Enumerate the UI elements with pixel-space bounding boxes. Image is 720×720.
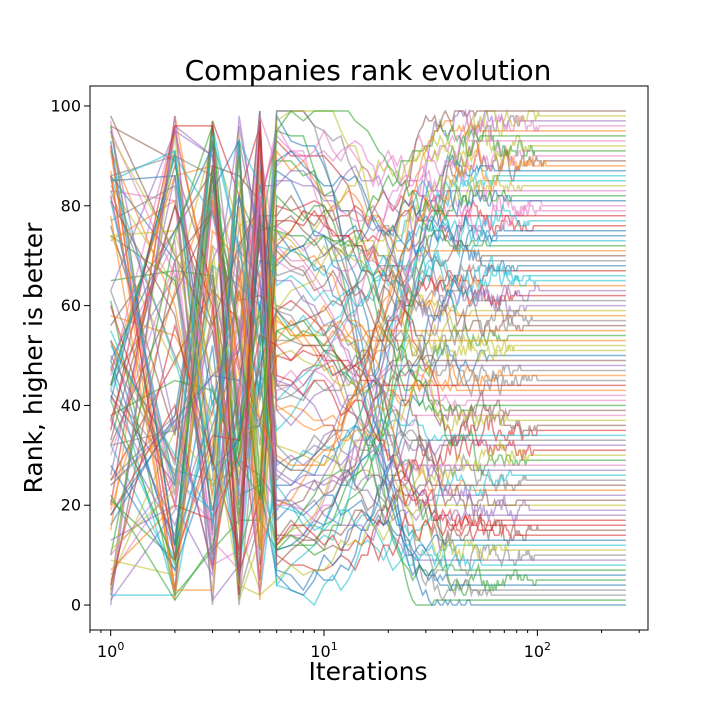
company-rank-line (110, 315, 626, 547)
company-rank-line (109, 124, 626, 591)
y-axis-label: Rank, higher is better (19, 222, 48, 494)
company-rank-line (110, 115, 626, 371)
company-rank-line (110, 202, 626, 581)
company-rank-line (110, 120, 626, 596)
company-rank-line (110, 377, 626, 566)
company-rank-line (110, 194, 626, 498)
company-rank-line (109, 175, 626, 572)
company-rank-line (109, 125, 626, 461)
company-rank-line (110, 330, 626, 607)
company-rank-line (110, 169, 626, 582)
company-rank-line (109, 209, 626, 596)
company-rank-line (110, 155, 626, 416)
y-tick-label: 60 (61, 296, 81, 315)
company-rank-line (110, 125, 626, 538)
company-rank-line (109, 138, 626, 597)
x-axis-ticks: 100 101 102 (89, 630, 640, 661)
company-rank-line (109, 120, 626, 596)
company-rank-line (110, 115, 626, 511)
y-tick-label: 40 (61, 396, 81, 415)
company-rank-line (110, 108, 626, 578)
plot-frame (89, 85, 649, 631)
company-rank-line (110, 185, 626, 526)
company-rank-line (109, 299, 626, 522)
x-tick-label: 100 (97, 640, 124, 661)
company-rank-line (109, 120, 626, 551)
company-rank-line (110, 164, 626, 488)
company-rank-line (110, 265, 626, 606)
company-rank-line (110, 109, 626, 511)
company-rank-line (110, 133, 626, 596)
company-rank-line (109, 175, 626, 561)
company-rank-line (109, 202, 626, 567)
x-tick-label: 102 (524, 640, 551, 661)
company-rank-line (110, 170, 626, 571)
company-rank-line (109, 108, 626, 522)
company-rank-line (110, 245, 626, 528)
y-tick-label: 80 (61, 196, 81, 215)
company-rank-line (110, 113, 626, 592)
company-rank-line (109, 115, 626, 606)
y-tick-label: 0 (71, 596, 81, 615)
company-rank-line (110, 110, 626, 466)
company-rank-line (109, 130, 626, 576)
company-rank-line (110, 145, 626, 607)
company-rank-line (110, 149, 626, 572)
company-rank-line (109, 110, 626, 552)
y-tick-label: 20 (61, 496, 81, 515)
company-rank-line (110, 108, 626, 551)
company-rank-line (109, 150, 626, 601)
company-rank-line (110, 109, 626, 566)
company-rank-line (109, 170, 626, 601)
company-rank-line (110, 140, 626, 566)
y-tick-label: 100 (50, 96, 81, 115)
company-rank-line (109, 118, 626, 591)
company-rank-line (110, 184, 626, 606)
company-rank-line (109, 145, 626, 591)
company-rank-line (110, 199, 626, 497)
company-rank-line (110, 135, 626, 596)
company-rank-line (110, 204, 626, 581)
company-rank-line (110, 190, 626, 556)
company-rank-line (110, 125, 626, 466)
company-rank-line (109, 163, 626, 512)
company-rank-line (110, 172, 626, 573)
company-rank-line (110, 380, 626, 596)
x-tick-label: 101 (310, 640, 337, 661)
series-layer (109, 108, 626, 607)
company-rank-line (110, 193, 626, 601)
company-rank-line (109, 115, 626, 531)
company-rank-line (110, 188, 626, 516)
company-rank-line (110, 110, 626, 552)
company-rank-line (109, 135, 626, 486)
company-rank-line (110, 170, 626, 567)
company-rank-line (110, 142, 626, 516)
y-axis-ticks: 0 20 40 60 80 100 (50, 96, 90, 615)
company-rank-line (109, 130, 626, 586)
company-rank-line (109, 130, 626, 557)
x-axis-label: Iterations (308, 657, 427, 686)
company-rank-line (110, 245, 626, 577)
company-rank-line (109, 163, 626, 588)
company-rank-line (109, 125, 626, 596)
company-rank-line (110, 129, 626, 606)
company-rank-line (110, 134, 626, 576)
company-rank-line (110, 138, 626, 517)
chart-title: Companies rank evolution (185, 54, 552, 87)
company-rank-line (110, 264, 626, 478)
